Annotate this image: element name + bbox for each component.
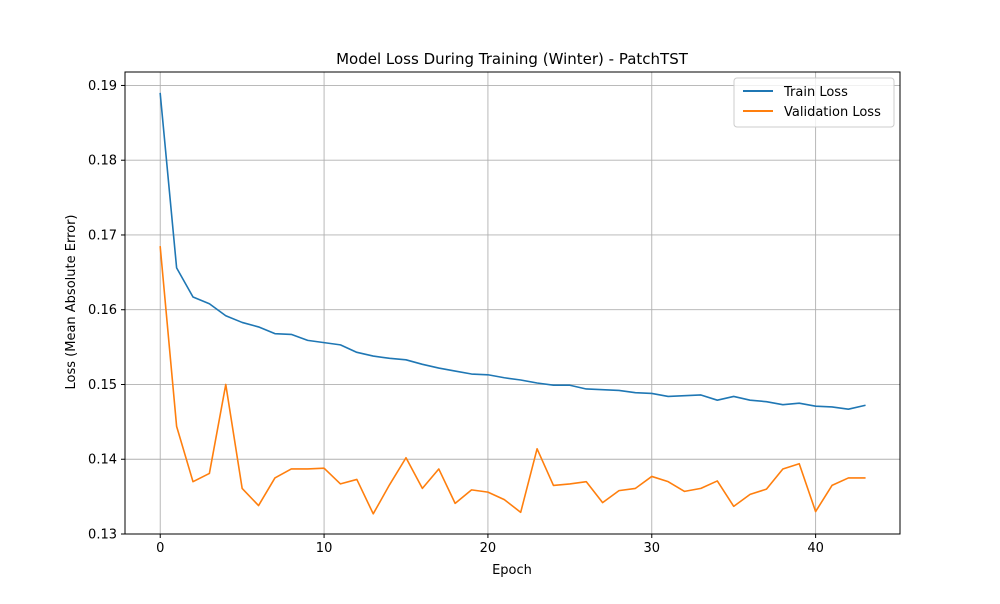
y-tick-label: 0.15 <box>88 378 117 393</box>
train-loss-line <box>159 92 866 410</box>
y-tick-label: 0.13 <box>88 528 117 543</box>
x-tick-label: 0 <box>156 541 164 556</box>
x-tick-label: 40 <box>807 541 824 556</box>
y-tick-label: 0.17 <box>88 228 117 243</box>
chart-title: Model Loss During Training (Winter) - Pa… <box>336 50 689 68</box>
legend: Train Loss Validation Loss <box>733 77 895 128</box>
validation-loss-line <box>159 246 866 515</box>
x-tick-label: 20 <box>480 541 497 556</box>
y-tick-label: 0.16 <box>88 303 117 318</box>
x-tick-label: 30 <box>643 541 660 556</box>
x-tick-label: 10 <box>316 541 333 556</box>
legend-label-train-loss: Train Loss <box>783 85 848 100</box>
series-lines <box>159 92 866 515</box>
plot-frame <box>124 71 901 535</box>
y-tick-label: 0.18 <box>88 154 117 169</box>
legend-label-validation-loss: Validation Loss <box>784 105 881 120</box>
y-axis-label: Loss (Mean Absolute Error) <box>64 215 79 390</box>
y-tick-label: 0.19 <box>88 79 117 94</box>
grid-lines <box>125 72 900 535</box>
legend-frame <box>733 77 895 128</box>
y-tick-label: 0.14 <box>88 453 117 468</box>
x-axis-label: Epoch <box>492 563 532 578</box>
axis-ticks: 0 10 20 30 40 0.13 0.14 0.15 0.16 0.17 0.18 0.19 <box>88 79 824 556</box>
